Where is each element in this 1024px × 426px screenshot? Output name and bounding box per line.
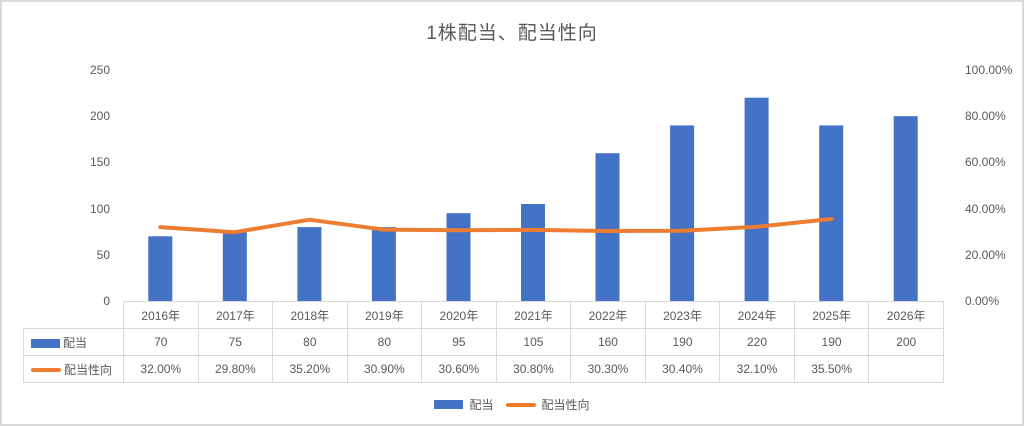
year-header-cell: 2017年 xyxy=(197,301,274,329)
payout-ratio-value-cell xyxy=(868,355,944,383)
dividend-value-cell: 80 xyxy=(346,328,423,356)
left-axis-tick: 50 xyxy=(96,247,110,262)
bar-2023 xyxy=(670,125,695,301)
bar-2018 xyxy=(297,227,322,301)
right-axis-tick: 0.00% xyxy=(965,294,1000,308)
year-header-cell: 2022年 xyxy=(570,301,646,329)
bar-2025 xyxy=(819,125,844,301)
dividend-value-cell: 190 xyxy=(644,328,721,356)
series-name: 配当 xyxy=(63,335,88,350)
dividend-value-cell: 105 xyxy=(495,328,572,356)
year-header-cell: 2023年 xyxy=(644,301,721,329)
payout-ratio-value-cell: 30.90% xyxy=(346,355,423,383)
legend: 配当 配当性向 xyxy=(2,396,1022,413)
year-header-cell: 2025年 xyxy=(793,301,870,329)
table-row: 配当性向 32.00% 29.80% 35.20% 30.90% 30.60% 30.80%… xyxy=(23,355,944,383)
series-name: 配当性向 xyxy=(64,362,113,377)
payout-ratio-value-cell: 30.80% xyxy=(495,355,572,383)
dividend-value-cell: 70 xyxy=(123,328,199,356)
line-series-swatch xyxy=(31,368,61,373)
payout-ratio-value-cell: 35.50% xyxy=(793,355,870,383)
legend-label: 配当 xyxy=(469,398,494,412)
year-header-cell: 2024年 xyxy=(719,301,795,329)
payout-ratio-value-cell: 30.60% xyxy=(421,355,497,383)
left-axis-tick: 0 xyxy=(103,294,110,308)
dividend-value-cell: 95 xyxy=(421,328,497,356)
bar-2021 xyxy=(521,204,545,301)
dividend-value-cell: 200 xyxy=(868,328,944,356)
right-axis-tick: 40.00% xyxy=(965,201,1006,216)
table-row: 配当 70 75 80 80 95 105 160 190 220 190 200 xyxy=(23,328,944,356)
bar-2024 xyxy=(744,97,769,301)
right-axis-tick: 60.00% xyxy=(965,155,1006,170)
bar-2017 xyxy=(222,231,247,301)
bar-2016 xyxy=(148,236,173,301)
year-header-cell: 2019年 xyxy=(346,301,423,329)
right-axis-tick: 20.00% xyxy=(965,247,1006,262)
payout-ratio-value-cell: 30.40% xyxy=(644,355,721,383)
dividend-value-cell: 75 xyxy=(197,328,274,356)
payout-ratio-line xyxy=(158,217,834,235)
payout-ratio-value-cell: 32.10% xyxy=(719,355,795,383)
payout-ratio-value-cell: 32.00% xyxy=(123,355,199,383)
series-row-label: 配当 xyxy=(23,328,124,356)
chart-title: 1株配当、配当性向 xyxy=(426,23,598,44)
bar-2020 xyxy=(446,213,471,301)
payout-ratio-value-cell: 35.20% xyxy=(272,355,348,383)
left-axis-tick: 200 xyxy=(89,109,110,124)
year-header-cell: 2016年 xyxy=(123,301,199,329)
year-header-cell: 2020年 xyxy=(421,301,497,329)
left-axis-tick: 250 xyxy=(89,63,110,77)
plot-area xyxy=(148,97,918,301)
right-axis-tick: 80.00% xyxy=(965,109,1006,124)
dividend-value-cell: 220 xyxy=(719,328,795,356)
dividend-value-cell: 190 xyxy=(793,328,870,356)
year-header-cell: 2021年 xyxy=(495,301,572,329)
series-row-label: 配当性向 xyxy=(23,355,124,383)
bar-2019 xyxy=(371,227,396,301)
right-axis-tick: 100.00% xyxy=(965,63,1013,77)
table-body: 2016年 2017年 2018年 2019年 2020年 2021年 2022年 2023年… xyxy=(23,301,944,383)
bar-series-swatch xyxy=(434,400,464,409)
legend-label: 配当性向 xyxy=(541,398,590,412)
dividend-value-cell: 80 xyxy=(272,328,348,356)
year-header-cell: 2026年 xyxy=(868,301,944,329)
legend-item: 配当 xyxy=(434,396,494,413)
left-axis-tick: 100 xyxy=(89,201,110,216)
payout-ratio-value-cell: 30.30% xyxy=(570,355,646,383)
data-table: 2016年 2017年 2018年 2019年 2020年 2021年 2022年 2023年… xyxy=(23,301,944,383)
dividend-value-cell: 160 xyxy=(570,328,646,356)
bar-2026 xyxy=(893,116,918,301)
year-header-cell: 2018年 xyxy=(272,301,348,329)
bar-2022 xyxy=(595,153,620,301)
bar-series-swatch xyxy=(31,338,60,348)
table-header-row: 2016年 2017年 2018年 2019年 2020年 2021年 2022年 2023年… xyxy=(24,301,944,329)
line-series-swatch xyxy=(505,402,536,407)
left-axis-tick: 150 xyxy=(89,155,110,170)
payout-ratio-value-cell: 29.80% xyxy=(197,355,274,383)
legend-item: 配当性向 xyxy=(505,396,590,413)
